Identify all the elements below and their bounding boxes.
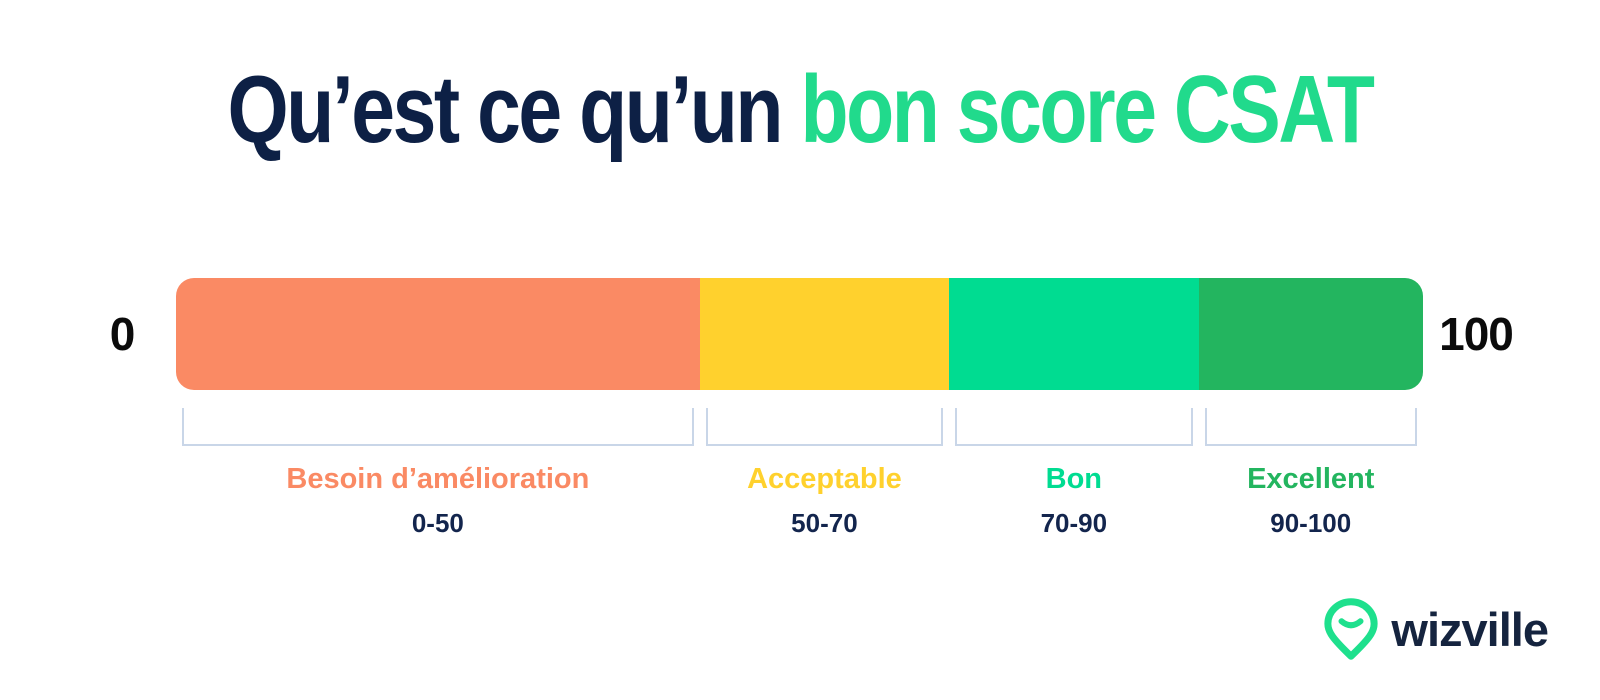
category-name: Bon — [1045, 463, 1102, 495]
scale-max-label: 100 — [1439, 308, 1514, 360]
category-range: 70-90 — [1040, 508, 1108, 538]
category-name: Acceptable — [747, 463, 902, 495]
category-name: Besoin d’amélioration — [286, 463, 590, 495]
bracket-shape — [955, 408, 1193, 446]
bracket-besoin-damelioration — [176, 408, 700, 446]
category-range: 50-70 — [791, 508, 858, 538]
category-range: 90-100 — [1270, 508, 1352, 538]
csat-score-bar — [176, 278, 1423, 390]
title-prefix: Qu’est ce qu’un — [227, 56, 801, 163]
category-bon: Bon 70-90 — [949, 463, 1198, 538]
category-labels: Besoin d’amélioration 0-50 Acceptable 50… — [176, 463, 1423, 538]
bracket-acceptable — [700, 408, 949, 446]
bracket-bon — [949, 408, 1198, 446]
segment-bon — [949, 278, 1199, 390]
bracket-shape — [705, 408, 944, 446]
category-besoin-damelioration: Besoin d’amélioration 0-50 — [176, 463, 700, 538]
category-excellent: Excellent 90-100 — [1199, 463, 1423, 538]
bracket-shape — [182, 408, 694, 446]
bracket-shape — [1204, 408, 1417, 446]
title-highlight: bon score CSAT — [800, 56, 1375, 163]
brand-name: wizville — [1391, 602, 1549, 656]
scale-min-label: 0 — [109, 308, 136, 360]
brand-logo: wizville — [1321, 596, 1549, 662]
page-title: Qu’est ce qu’un bon score CSAT — [144, 58, 1456, 162]
map-pin-smile-icon — [1321, 596, 1381, 662]
segment-besoin-damelioration — [176, 278, 700, 390]
category-acceptable: Acceptable 50-70 — [700, 463, 949, 538]
category-name: Excellent — [1247, 463, 1375, 495]
category-range: 0-50 — [411, 508, 464, 538]
bracket-excellent — [1199, 408, 1423, 446]
segment-excellent — [1198, 278, 1423, 390]
range-brackets — [176, 408, 1423, 446]
csat-scale: Besoin d’amélioration 0-50 Acceptable 50… — [176, 278, 1423, 538]
segment-acceptable — [699, 278, 950, 390]
